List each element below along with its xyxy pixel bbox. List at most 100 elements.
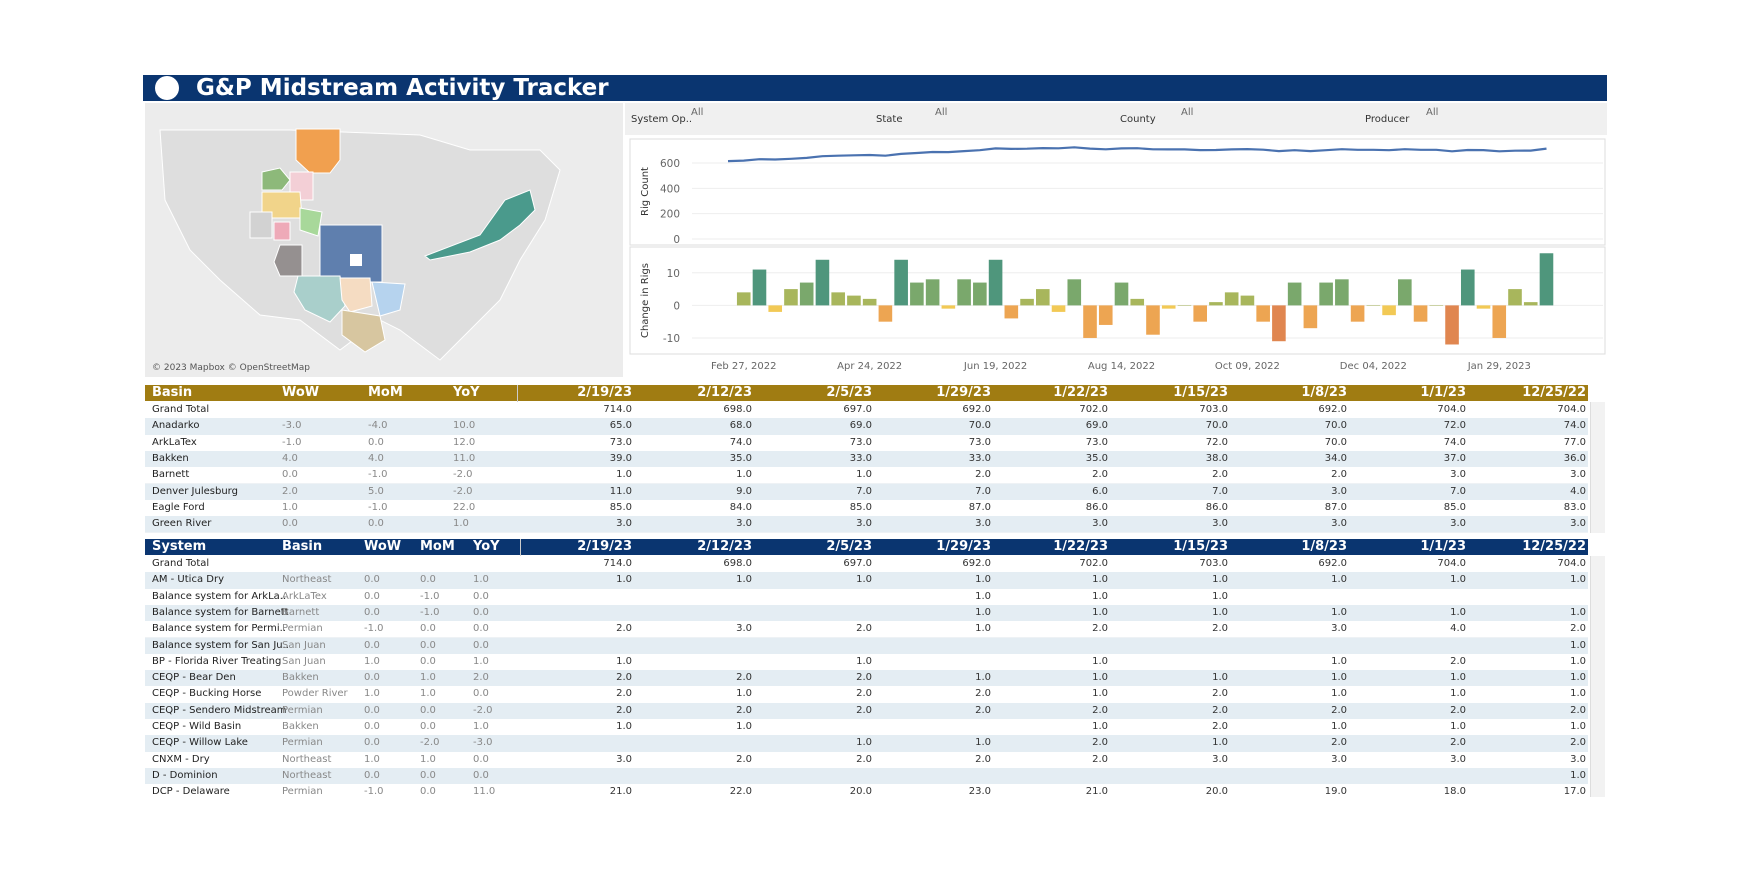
bar (925, 279, 940, 306)
table-cell: 1.0 (1570, 688, 1586, 700)
table-cell: 22.0 (453, 501, 476, 513)
bar (1004, 305, 1019, 319)
table-cell: ArkLaTex (282, 590, 327, 602)
table-cell: 1.0 (1570, 574, 1586, 586)
bar (1083, 305, 1097, 338)
title-bar: G&P Midstream Activity Tracker (143, 75, 1607, 101)
filter-value[interactable]: All (1181, 107, 1193, 118)
bar (957, 279, 971, 306)
table-cell: 2.0 (736, 672, 752, 684)
bar (1366, 305, 1381, 306)
column-header: MoM (368, 385, 403, 400)
bar (973, 282, 987, 306)
bar (847, 295, 861, 306)
column-header: 1/29/23 (936, 539, 991, 554)
y-tick-label: 10 (667, 268, 680, 280)
table-cell: 7.0 (1212, 485, 1228, 497)
table-cell: 12.0 (453, 436, 476, 448)
table-cell: 1.0 (1570, 639, 1586, 651)
table-cell: 1.0 (1212, 574, 1228, 586)
column-header: 2/5/23 (826, 539, 872, 554)
bar (1240, 295, 1255, 306)
table-cell: 73.0 (1085, 436, 1108, 448)
bar (1382, 305, 1396, 316)
bar (815, 259, 830, 306)
table-cell: 1.0 (364, 688, 380, 700)
bar (1130, 298, 1145, 306)
bar (1523, 302, 1538, 306)
x-tick-label: Apr 24, 2022 (837, 361, 902, 372)
table-row (145, 637, 1588, 655)
table-cell: Northeast (282, 753, 332, 765)
bar (1303, 305, 1318, 329)
table-cell: 2.0 (1092, 753, 1108, 765)
table-cell: 1.0 (1450, 606, 1466, 618)
table-cell: 3.0 (1450, 518, 1466, 530)
table-row (145, 604, 1588, 623)
table-cell: 0.0 (368, 436, 384, 448)
table-cell: 72.0 (1443, 420, 1466, 432)
column-header: 1/1/23 (1420, 385, 1466, 400)
table-cell: 1.0 (975, 623, 991, 635)
bar (1445, 305, 1459, 345)
table-cell: 1.0 (856, 574, 872, 586)
column-header: YoY (473, 539, 500, 554)
x-tick-label: Aug 14, 2022 (1088, 361, 1155, 372)
table-cell: 2.0 (1212, 469, 1228, 481)
table-cell: 17.0 (1563, 786, 1586, 797)
table-cell: Permian (282, 704, 323, 716)
column-header: WoW (282, 385, 320, 400)
table-cell: 3.0 (736, 623, 752, 635)
table-cell: 2.0 (616, 672, 632, 684)
column-header: 12/25/22 (1522, 385, 1586, 400)
table-cell: 4.0 (368, 452, 384, 464)
bar-panel (629, 246, 1606, 355)
column-header: 2/19/23 (577, 385, 632, 400)
bar (1287, 282, 1302, 306)
table-cell: 1.0 (975, 590, 991, 602)
filter-value[interactable]: All (691, 107, 703, 118)
table-cell: 3.0 (856, 518, 872, 530)
table-cell: Grand Total (152, 558, 210, 569)
table-cell: 0.0 (420, 769, 436, 781)
table-cell: 1.0 (1092, 688, 1108, 700)
table-cell: 0.0 (364, 704, 380, 716)
y-axis-title: Rig Count (640, 167, 651, 216)
table-cell: -3.0 (282, 420, 302, 432)
table-cell: 2.0 (975, 704, 991, 716)
table-cell: 73.0 (609, 436, 632, 448)
table-cell: 2.0 (1092, 469, 1108, 481)
table-cell: 2.0 (975, 688, 991, 700)
table-cell: Barnett (282, 606, 320, 618)
table-cell: 1.0 (856, 737, 872, 749)
bar (1051, 305, 1066, 312)
table-cell: 1.0 (1212, 606, 1228, 618)
table-row (145, 719, 1588, 737)
table-cell: 704.0 (1437, 558, 1466, 569)
table-cell: 3.0 (975, 518, 991, 530)
table-cell: 86.0 (1205, 501, 1228, 513)
table-cell: DCP - Delaware (152, 786, 230, 797)
table-cell: 1.0 (473, 721, 489, 732)
bar (1398, 279, 1412, 306)
table-cell: 1.0 (1450, 688, 1466, 700)
table-cell: 3.0 (1331, 518, 1347, 530)
table-cell: 7.0 (856, 485, 872, 497)
table-cell: D - Dominion (152, 769, 218, 781)
table-cell: 2.0 (1331, 704, 1347, 716)
table-cell: 2.0 (856, 672, 872, 684)
bar (1350, 305, 1365, 322)
table-row (145, 516, 1588, 533)
filter-value[interactable]: All (1426, 107, 1438, 118)
y-tick-label: 400 (660, 183, 680, 195)
table-cell: 1.0 (1331, 672, 1347, 684)
column-header: 1/22/23 (1053, 385, 1108, 400)
bar (1272, 305, 1286, 342)
column-header: System (152, 539, 207, 554)
table-cell: 714.0 (603, 404, 632, 415)
bar (1413, 305, 1428, 322)
table-cell: 2.0 (856, 753, 872, 765)
table-cell: 23.0 (968, 786, 991, 797)
filter-value[interactable]: All (935, 107, 947, 118)
